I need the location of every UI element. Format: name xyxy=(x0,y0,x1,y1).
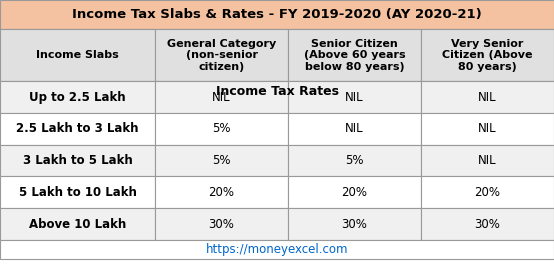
Bar xyxy=(0,240,554,259)
Text: 30%: 30% xyxy=(209,218,234,230)
Text: NIL: NIL xyxy=(478,90,497,104)
Text: NIL: NIL xyxy=(478,154,497,167)
Bar xyxy=(0,0,554,29)
Text: 5 Lakh to 10 Lakh: 5 Lakh to 10 Lakh xyxy=(19,186,136,199)
Text: Above 10 Lakh: Above 10 Lakh xyxy=(29,218,126,230)
Bar xyxy=(0,29,155,81)
Bar xyxy=(288,176,421,208)
Text: NIL: NIL xyxy=(212,90,231,104)
Bar xyxy=(288,81,421,113)
Bar xyxy=(421,29,554,81)
Bar xyxy=(288,208,421,240)
Bar xyxy=(155,208,288,240)
Bar xyxy=(0,113,155,145)
Bar xyxy=(288,29,421,81)
Bar xyxy=(0,208,155,240)
Text: 20%: 20% xyxy=(475,186,500,199)
Text: Very Senior
Citizen (Above
80 years): Very Senior Citizen (Above 80 years) xyxy=(442,39,533,72)
Text: 3 Lakh to 5 Lakh: 3 Lakh to 5 Lakh xyxy=(23,154,132,167)
Bar xyxy=(421,176,554,208)
Bar xyxy=(155,145,288,176)
Text: 5%: 5% xyxy=(212,122,231,135)
Text: 5%: 5% xyxy=(212,154,231,167)
Text: 2.5 Lakh to 3 Lakh: 2.5 Lakh to 3 Lakh xyxy=(16,122,139,135)
Bar xyxy=(155,81,288,113)
Text: NIL: NIL xyxy=(345,90,364,104)
Bar xyxy=(155,113,288,145)
Text: NIL: NIL xyxy=(478,122,497,135)
Text: https://moneyexcel.com: https://moneyexcel.com xyxy=(206,243,348,256)
Bar xyxy=(0,176,155,208)
Bar xyxy=(155,29,288,81)
Text: 20%: 20% xyxy=(209,186,234,199)
Text: Income Slabs: Income Slabs xyxy=(36,50,119,60)
Bar xyxy=(0,145,155,176)
Text: 20%: 20% xyxy=(342,186,367,199)
Bar xyxy=(288,145,421,176)
Bar xyxy=(0,81,554,102)
Bar xyxy=(421,208,554,240)
Text: 30%: 30% xyxy=(475,218,500,230)
Text: 5%: 5% xyxy=(345,154,364,167)
Text: NIL: NIL xyxy=(345,122,364,135)
Bar xyxy=(421,81,554,113)
Bar xyxy=(421,145,554,176)
Bar xyxy=(155,176,288,208)
Bar xyxy=(288,113,421,145)
Bar xyxy=(0,81,155,113)
Text: 30%: 30% xyxy=(342,218,367,230)
Text: Senior Citizen
(Above 60 years
below 80 years): Senior Citizen (Above 60 years below 80 … xyxy=(304,39,406,72)
Text: Up to 2.5 Lakh: Up to 2.5 Lakh xyxy=(29,90,126,104)
Bar xyxy=(421,113,554,145)
Text: Income Tax Rates: Income Tax Rates xyxy=(216,85,338,98)
Text: General Category
(non-senior
citizen): General Category (non-senior citizen) xyxy=(167,39,276,72)
Text: Income Tax Slabs & Rates - FY 2019-2020 (AY 2020-21): Income Tax Slabs & Rates - FY 2019-2020 … xyxy=(72,8,482,21)
